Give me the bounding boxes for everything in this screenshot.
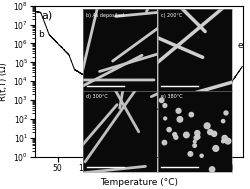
Point xyxy=(225,140,229,143)
Point xyxy=(204,124,208,127)
Point xyxy=(173,136,177,139)
Text: c) 200°C: c) 200°C xyxy=(160,13,181,18)
Y-axis label: R(t,T) (Ω): R(t,T) (Ω) xyxy=(0,62,8,101)
Point xyxy=(222,136,226,139)
Point xyxy=(213,147,217,150)
Point xyxy=(195,136,199,139)
Point xyxy=(211,132,215,135)
Point xyxy=(209,168,213,171)
Text: d: d xyxy=(198,128,203,137)
Point xyxy=(159,99,163,102)
Point xyxy=(177,118,181,121)
Point xyxy=(188,152,192,155)
Point xyxy=(172,133,176,136)
Text: b: b xyxy=(38,30,44,39)
Text: c: c xyxy=(148,103,152,112)
X-axis label: Temperature (°C): Temperature (°C) xyxy=(100,178,178,187)
Point xyxy=(199,154,203,157)
Point xyxy=(166,128,170,131)
Point xyxy=(192,140,196,143)
Point xyxy=(176,109,180,112)
Point xyxy=(194,132,198,135)
Point xyxy=(162,117,166,120)
Point xyxy=(223,112,227,115)
Text: a): a) xyxy=(41,10,52,20)
Point xyxy=(220,140,224,143)
Text: e: e xyxy=(236,41,242,50)
Text: e) 380°C: e) 380°C xyxy=(160,94,182,99)
Point xyxy=(162,141,166,144)
Text: b) As deposited: b) As deposited xyxy=(86,13,124,18)
Point xyxy=(188,113,192,116)
Point xyxy=(192,144,196,147)
Text: d) 300°C: d) 300°C xyxy=(86,94,107,99)
Point xyxy=(184,133,188,136)
Point xyxy=(220,120,224,123)
Point xyxy=(162,104,166,107)
Point xyxy=(207,131,211,134)
Point xyxy=(194,136,198,139)
